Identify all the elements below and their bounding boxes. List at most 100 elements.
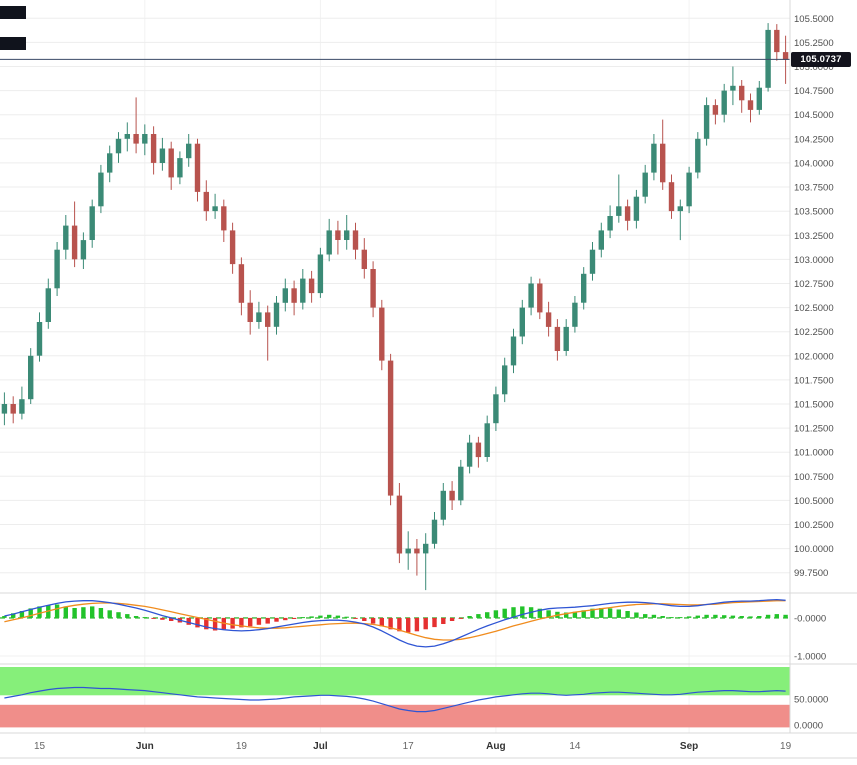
macd-histogram-bar — [151, 617, 156, 619]
candle-body — [466, 442, 473, 467]
candle-body — [19, 399, 25, 414]
macd-histogram-bar — [590, 608, 595, 618]
macd-histogram-bar — [414, 617, 420, 632]
price-axis-label: 100.7500 — [794, 472, 834, 483]
candle-body — [36, 322, 43, 356]
macd-histogram-bar — [686, 616, 692, 618]
oscillator-axis-label: 0.0000 — [794, 721, 823, 732]
candle-body — [265, 312, 271, 327]
macd-histogram-bar — [765, 614, 771, 618]
macd-histogram-bar — [607, 608, 613, 618]
candle-body — [668, 182, 675, 212]
macd-histogram-bar — [476, 614, 481, 618]
price-axis-label: 105.2500 — [794, 38, 834, 49]
macd-histogram-bar — [309, 616, 314, 618]
macd-histogram-bar — [406, 617, 411, 633]
candle-body — [159, 148, 166, 163]
current-price-value: 105.0737 — [800, 54, 842, 65]
candle-body — [98, 172, 104, 207]
candle-body — [186, 143, 192, 159]
candle-body — [502, 365, 508, 395]
macd-histogram-bar — [133, 616, 139, 618]
price-axis-label: 102.5000 — [794, 303, 834, 314]
candle-body — [308, 278, 315, 294]
candle-body — [633, 196, 640, 221]
macd-histogram-bar — [757, 616, 762, 618]
left-label-fragment-top — [0, 6, 26, 19]
candle-body — [212, 206, 218, 212]
macd-histogram-bar — [651, 614, 657, 618]
macd-histogram-bar — [599, 608, 604, 618]
price-axis-label: 102.7500 — [794, 279, 834, 290]
macd-histogram-bar — [774, 614, 779, 618]
candle-body — [660, 143, 666, 183]
candle-body — [756, 87, 762, 110]
time-axis-label: Sep — [680, 741, 698, 752]
candle-body — [686, 172, 692, 207]
oscillator-panel-area[interactable] — [0, 667, 790, 731]
macd-histogram-bar — [704, 614, 709, 618]
candle-body — [458, 466, 464, 501]
macd-histogram-bar — [581, 610, 586, 618]
price-axis-label: 100.2500 — [794, 520, 834, 531]
macd-histogram-bar — [11, 613, 16, 618]
macd-histogram-bar — [379, 617, 384, 627]
macd-histogram-bar — [344, 616, 349, 618]
candle-body — [133, 134, 139, 144]
candle-body — [510, 336, 517, 366]
macd-histogram-bar — [291, 617, 297, 619]
candle-body — [28, 355, 34, 400]
candle-body — [739, 85, 745, 101]
oscillator-axis-label: 50.0000 — [794, 695, 828, 706]
macd-histogram-bar — [423, 617, 428, 630]
candle-body — [703, 105, 710, 139]
price-axis-label: 101.2500 — [794, 424, 834, 435]
price-axis-label: 103.0000 — [794, 255, 834, 266]
macd-histogram-bar — [660, 616, 665, 618]
candle-body — [695, 138, 701, 173]
price-axis-label: 100.0000 — [794, 544, 834, 555]
macd-histogram-bar — [19, 611, 25, 618]
macd-histogram-bar — [537, 608, 542, 618]
candle-body — [256, 312, 262, 322]
macd-panel-area[interactable] — [0, 595, 790, 661]
macd-histogram-bar — [388, 617, 393, 630]
candle-body — [247, 302, 253, 322]
candle-body — [519, 307, 525, 337]
macd-axis-label: -0.0000 — [794, 613, 826, 624]
time-axis-area[interactable] — [0, 733, 857, 758]
candle-body — [45, 288, 51, 322]
candle-body — [642, 172, 648, 197]
candle-body — [387, 360, 394, 496]
time-axis-label: 14 — [569, 741, 581, 752]
macd-histogram-bar — [195, 617, 200, 628]
macd-histogram-bar — [467, 616, 472, 618]
time-axis-label: Jun — [136, 741, 154, 752]
candle-body — [273, 302, 280, 327]
candle-body — [107, 153, 113, 173]
candle-body — [712, 105, 719, 115]
time-axis-label: 19 — [780, 741, 792, 752]
macd-histogram-bar — [160, 617, 165, 620]
candle-body — [589, 249, 596, 274]
macd-histogram-bar — [572, 611, 578, 618]
price-axis-label: 104.5000 — [794, 110, 834, 121]
main-plot-area[interactable] — [0, 0, 790, 592]
macd-histogram-bar — [625, 611, 630, 618]
candle-body — [203, 191, 209, 212]
macd-histogram-bar — [28, 608, 33, 618]
macd-histogram-bar — [634, 612, 639, 618]
candle-body — [396, 495, 403, 554]
macd-histogram-bar — [739, 616, 744, 618]
candle-body — [774, 29, 780, 53]
macd-histogram-bar — [722, 615, 727, 618]
candle-body — [291, 288, 297, 303]
candle-body — [344, 230, 350, 240]
candle-body — [677, 206, 683, 212]
candle-body — [607, 216, 613, 231]
macd-histogram-bar — [107, 610, 112, 618]
price-axis-area[interactable] — [790, 0, 857, 733]
macd-histogram-bar — [432, 617, 437, 628]
candle-body — [54, 249, 60, 289]
oscillator-line — [4, 686, 786, 713]
